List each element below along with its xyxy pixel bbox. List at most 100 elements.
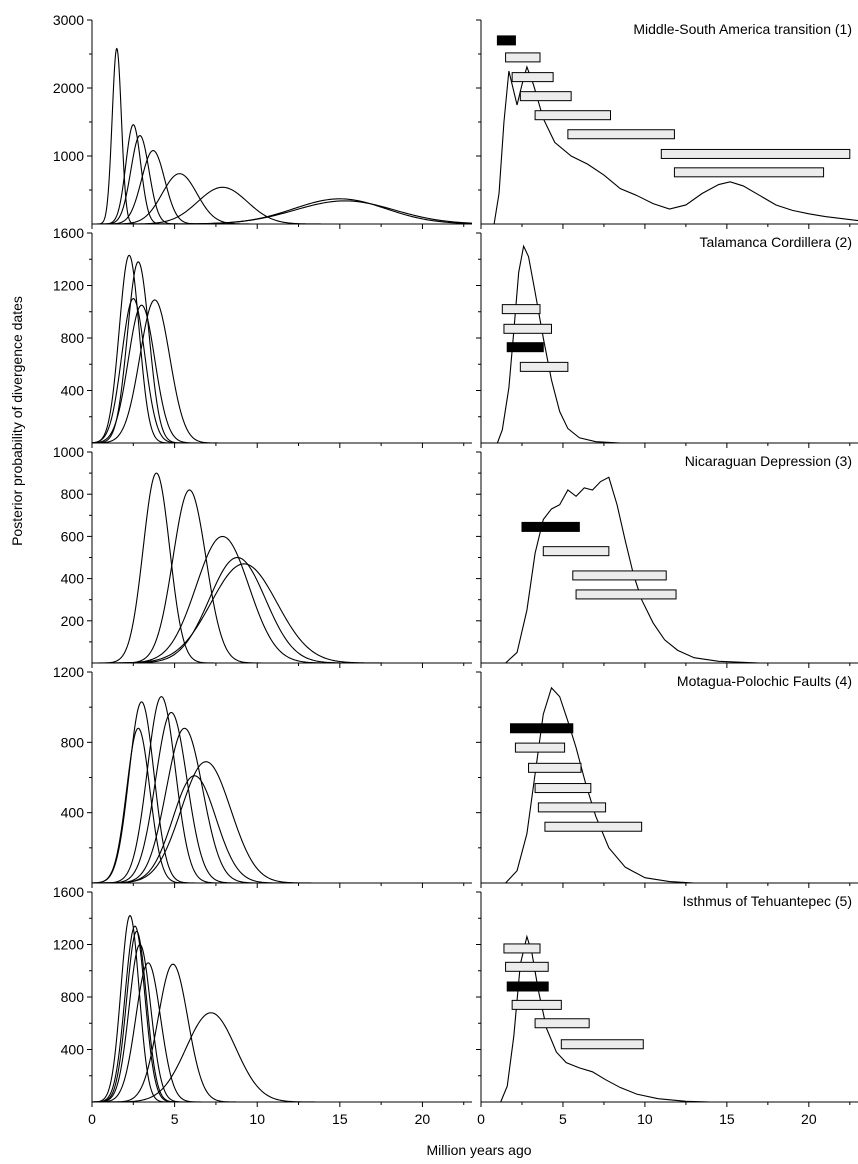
panel-title: Isthmus of Tehuantepec (5) <box>683 893 852 909</box>
interval-bar <box>503 323 552 334</box>
x-tick-label: 20 <box>801 1111 817 1127</box>
panel-5-right: 0 5 10 15 20 Isthmus of Tehuantepec (5) <box>476 891 858 1127</box>
posterior-curve <box>101 150 206 225</box>
x-tick-label: 0 <box>88 1111 96 1127</box>
posterior-curve <box>92 261 187 444</box>
interval-bar-dark <box>521 521 580 532</box>
interval-bar <box>519 91 572 102</box>
posterior-curve <box>91 298 186 444</box>
posterior-curve <box>103 535 342 664</box>
y-tick-label: 800 <box>61 989 85 1005</box>
x-tick-label: 5 <box>171 1111 179 1127</box>
y-tick-label: 1000 <box>53 444 84 460</box>
interval-bar <box>660 148 851 159</box>
interval-bar <box>528 762 582 773</box>
interval-bar <box>503 943 541 954</box>
posterior-curve <box>91 304 202 444</box>
y-tick-label: 1200 <box>53 278 84 294</box>
panel-3-left: 200 400 600 800 1000 <box>53 444 472 668</box>
interval-bar <box>505 961 549 972</box>
panel-4-left: 400 800 1200 <box>53 664 472 888</box>
combined-posterior-curve <box>496 244 621 444</box>
posterior-curve <box>131 198 473 225</box>
posterior-curve <box>115 489 264 664</box>
y-tick-label: 3000 <box>53 12 84 28</box>
interval-bar <box>572 570 667 581</box>
posterior-curve <box>99 1012 323 1103</box>
combined-posterior-curve <box>500 934 711 1103</box>
y-tick-label: 400 <box>61 571 85 587</box>
posterior-curve <box>98 696 225 884</box>
interval-bar-dark <box>496 35 516 46</box>
y-tick-label: 400 <box>61 1042 85 1058</box>
interval-bar-dark <box>506 981 549 992</box>
posterior-curve <box>94 761 318 884</box>
posterior-curve <box>91 727 191 884</box>
panel-2-left: 400 800 1200 1600 <box>53 225 472 448</box>
y-tick-label: 1200 <box>53 937 84 953</box>
y-tick-label: 400 <box>61 383 85 399</box>
posterior-curve <box>102 727 267 884</box>
y-tick-label: 800 <box>61 330 85 346</box>
posterior-curve <box>99 135 181 225</box>
interval-bar <box>511 72 554 83</box>
panel-4-right: Motagua-Polochic Faults (4) <box>476 671 858 888</box>
interval-bar <box>519 361 569 372</box>
x-axis-label: Million years ago <box>426 1142 531 1158</box>
x-tick-label: 20 <box>415 1111 431 1127</box>
y-tick-label: 1200 <box>53 664 84 680</box>
panel-1-right: Middle-South America transition (1) <box>476 19 858 229</box>
panel-title: Middle-South America transition (1) <box>633 21 852 37</box>
y-tick-label: 2000 <box>53 80 84 96</box>
posterior-curve <box>91 915 171 1103</box>
interval-bar <box>544 821 643 832</box>
interval-bar <box>511 999 562 1010</box>
x-tick-label: 15 <box>332 1111 348 1127</box>
posterior-curve <box>92 299 222 444</box>
posterior-curve <box>100 711 242 884</box>
panel-2-right: Talamanca Cordillera (2) <box>476 232 858 448</box>
interval-bar <box>537 802 607 813</box>
interval-bar <box>534 783 592 794</box>
interval-bar-dark <box>510 723 574 734</box>
posterior-curve <box>96 472 216 664</box>
posterior-curve <box>92 943 189 1103</box>
interval-bar <box>560 1039 644 1050</box>
interval-bar <box>501 304 541 315</box>
interval-bar <box>505 52 541 63</box>
posterior-curve <box>92 962 204 1103</box>
y-axis-label: Posterior probability of divergence date… <box>9 296 25 546</box>
panel-3-right: Nicaraguan Depression (3) <box>476 451 858 668</box>
y-tick-label: 1600 <box>53 884 84 900</box>
y-tick-label: 600 <box>61 528 85 544</box>
posterior-curve <box>106 963 240 1103</box>
y-tick-label: 800 <box>61 486 85 502</box>
x-tick-label: 15 <box>719 1111 735 1127</box>
posterior-curve <box>91 925 180 1103</box>
panel-title: Motagua-Polochic Faults (4) <box>677 673 852 689</box>
panel-title: Nicaraguan Depression (3) <box>685 453 852 469</box>
interval-bar <box>567 129 675 140</box>
combined-posterior-curve <box>493 65 858 225</box>
posterior-curve <box>91 254 174 444</box>
x-tick-label: 5 <box>559 1111 567 1127</box>
y-tick-label: 200 <box>61 613 85 629</box>
y-tick-label: 1600 <box>53 225 84 241</box>
combined-posterior-curve <box>505 476 760 664</box>
panel-5-left: 400 800 1200 1600 0 5 10 15 20 <box>53 884 472 1127</box>
posterior-curve <box>95 47 138 225</box>
x-tick-label: 10 <box>249 1111 265 1127</box>
posterior-curve <box>121 200 473 225</box>
interval-bar-dark <box>506 342 544 353</box>
y-tick-label: 800 <box>61 734 85 750</box>
x-tick-label: 0 <box>477 1111 485 1127</box>
interval-bar <box>542 546 610 557</box>
combined-posterior-curve <box>505 686 695 884</box>
interval-bar <box>673 167 825 178</box>
y-tick-label: 1000 <box>53 148 84 164</box>
posterior-curve <box>95 563 393 664</box>
y-tick-label: 400 <box>61 805 85 821</box>
posterior-curve <box>110 556 364 664</box>
